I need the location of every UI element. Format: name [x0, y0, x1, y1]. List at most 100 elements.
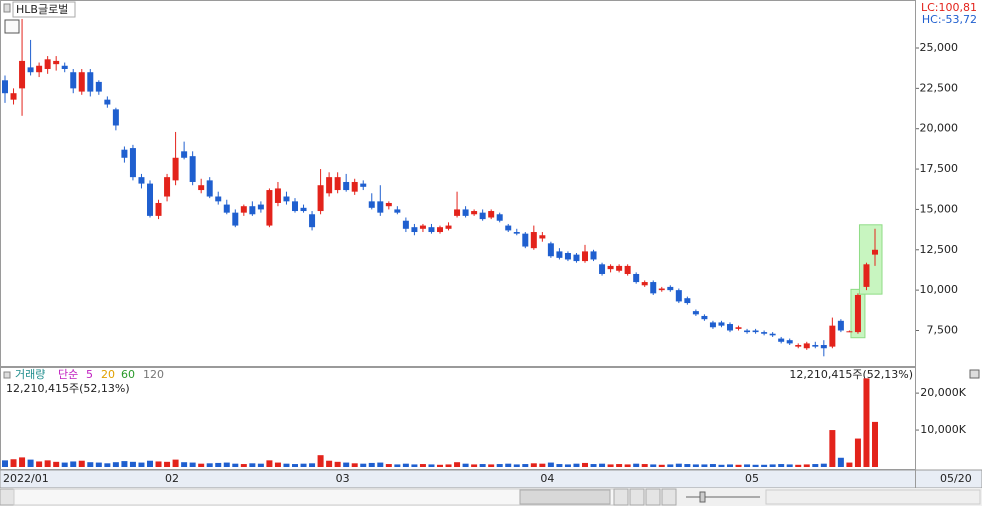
- candle-body: [198, 185, 205, 191]
- candle-body: [735, 327, 742, 329]
- volume-bar: [479, 464, 486, 467]
- candle-body: [709, 322, 716, 328]
- candle-body: [795, 345, 802, 347]
- candle-body: [479, 212, 486, 220]
- volume-bar: [641, 464, 648, 467]
- rewind-button[interactable]: [629, 488, 645, 506]
- candle-body: [650, 282, 657, 294]
- candle-body: [530, 232, 537, 249]
- candle-body: [189, 156, 196, 182]
- candle-body: [564, 253, 571, 260]
- forward-button[interactable]: [661, 488, 677, 506]
- volume-bar: [522, 464, 529, 467]
- volume-bar: [488, 464, 495, 467]
- candle-body: [684, 298, 691, 304]
- x-tick-label: 03: [336, 472, 350, 485]
- volume-bar: [394, 464, 401, 467]
- volume-bar: [573, 463, 580, 467]
- candle-body: [820, 345, 827, 349]
- candle-body: [701, 315, 708, 320]
- candle-body: [727, 324, 733, 331]
- x-tick-label: 04: [540, 472, 554, 485]
- y-tick-label: 12,500: [920, 243, 959, 256]
- volume-bar: [215, 462, 222, 467]
- volume-bar: [283, 463, 290, 467]
- candle-body: [718, 322, 725, 326]
- candle-body: [402, 220, 409, 229]
- volume-bar: [701, 464, 708, 467]
- volume-bar: [78, 460, 85, 467]
- tool-icons[interactable]: [765, 489, 981, 505]
- volume-bar: [257, 463, 264, 467]
- volume-bar: [249, 463, 256, 467]
- candle-body: [829, 325, 836, 347]
- candle-body: [351, 181, 358, 192]
- zoom-handle[interactable]: [699, 491, 706, 503]
- volume-bar: [675, 463, 682, 467]
- volume-bar: [317, 455, 324, 467]
- candle-body: [215, 196, 222, 202]
- volume-bar: [292, 464, 298, 467]
- candle-body: [155, 202, 162, 216]
- volume-bar: [744, 464, 751, 467]
- candle-body: [454, 209, 461, 216]
- table-icon[interactable]: [4, 19, 20, 34]
- volume-bar: [462, 463, 469, 467]
- volume-bar: [658, 464, 665, 467]
- volume-bar: [309, 463, 316, 467]
- volume-bar: [19, 457, 26, 467]
- volume-bar: [684, 464, 691, 467]
- candle-body: [803, 343, 810, 349]
- candle-body: [27, 67, 34, 73]
- volume-bar: [368, 462, 375, 467]
- candle-body: [744, 330, 751, 333]
- volume-bar: [10, 459, 17, 467]
- candle-body: [70, 72, 77, 89]
- candle-body: [616, 265, 623, 271]
- candle-body: [675, 290, 682, 302]
- volume-bar: [769, 464, 776, 467]
- candle-body: [87, 72, 94, 92]
- scroll-thumb[interactable]: [519, 489, 611, 505]
- volume-bar: [343, 462, 350, 467]
- volume-bar: [198, 463, 205, 467]
- candle-body: [428, 227, 435, 233]
- panel-handle[interactable]: [3, 371, 11, 379]
- candle-body: [633, 273, 640, 283]
- candle-body: [590, 251, 597, 260]
- candle-body: [786, 340, 793, 344]
- candle-body: [147, 183, 153, 216]
- candle-body: [266, 190, 273, 226]
- candle-body: [599, 264, 606, 274]
- volume-bar: [854, 438, 861, 467]
- scroll-left[interactable]: [0, 488, 15, 506]
- volume-bar: [471, 464, 478, 467]
- volume-bar: [633, 463, 640, 467]
- panel-handle[interactable]: [3, 3, 11, 13]
- candle-body: [573, 254, 580, 262]
- volume-bar: [104, 463, 111, 467]
- candle-body: [411, 227, 418, 233]
- y-tick-label: 7,500: [927, 323, 959, 336]
- stop-button[interactable]: [645, 488, 661, 506]
- volume-bar: [863, 378, 870, 467]
- candle-body: [300, 207, 307, 212]
- volume-bar: [360, 463, 367, 467]
- volume-bar: [616, 464, 623, 467]
- candle-body: [692, 311, 699, 315]
- highlight-box: [858, 224, 883, 295]
- y-tick-label: 17,500: [920, 162, 959, 175]
- candle-body: [257, 204, 264, 210]
- y-tick-label: 20,000K: [920, 386, 966, 399]
- panel-menu[interactable]: [969, 369, 980, 379]
- play-button[interactable]: [613, 488, 629, 506]
- candle-body: [95, 81, 102, 92]
- volume-bar: [300, 463, 307, 467]
- candle-body: [539, 235, 546, 239]
- candle-body: [641, 282, 648, 286]
- volume-bar: [377, 462, 384, 467]
- x-tick-label: 2022/01: [3, 472, 49, 485]
- volume-bar: [70, 461, 77, 467]
- candle-body: [667, 286, 674, 291]
